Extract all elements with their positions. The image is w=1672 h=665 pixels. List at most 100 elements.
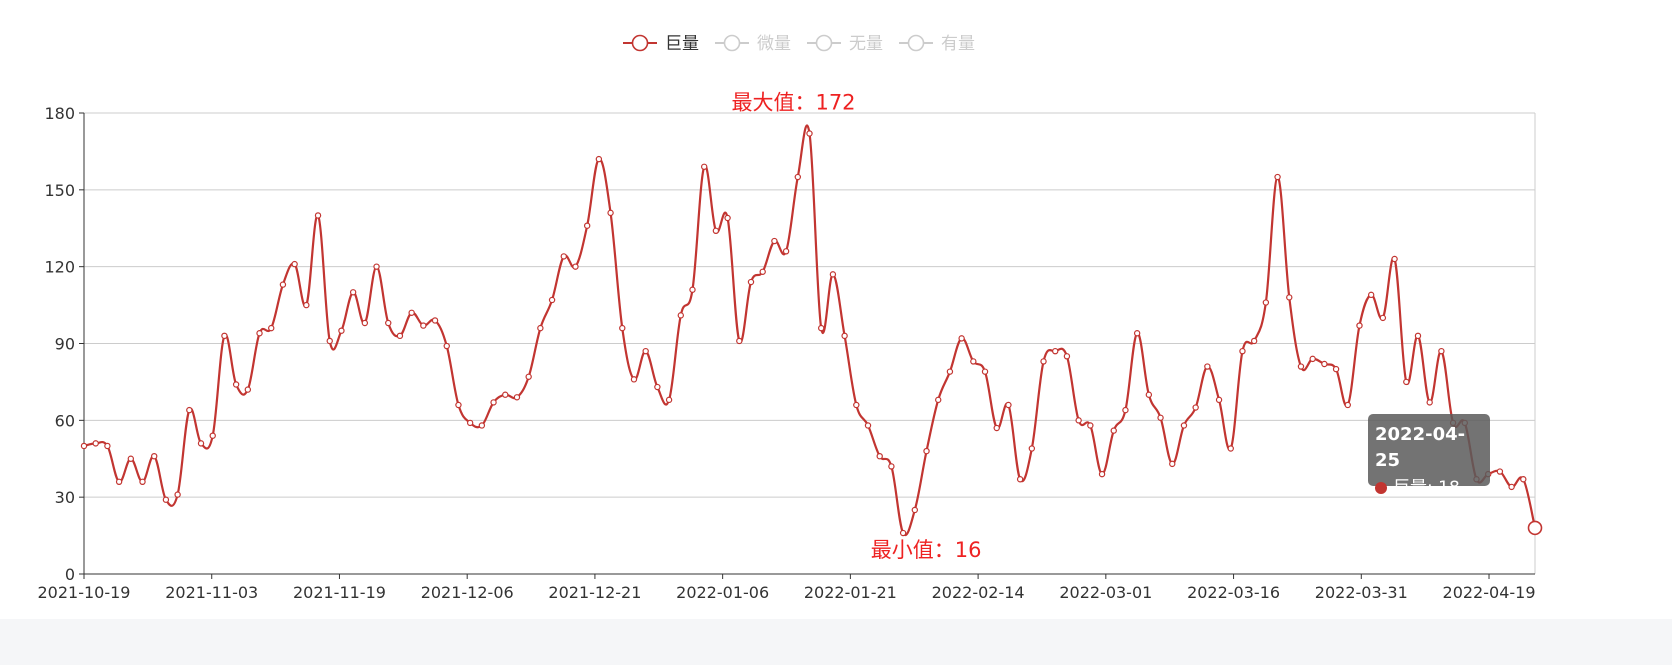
- data-point: [899, 529, 907, 537]
- data-point: [268, 324, 275, 332]
- legend-symbol: [907, 34, 925, 52]
- data-point: [993, 424, 1000, 432]
- data-point: [1192, 404, 1199, 411]
- tooltip-date: 2022-04-25: [1375, 424, 1466, 471]
- data-point: [1286, 294, 1293, 301]
- data-point: [607, 209, 614, 217]
- data-point: [478, 422, 486, 429]
- data-point: [782, 248, 790, 255]
- data-point: [1332, 365, 1340, 373]
- data-point: [548, 296, 556, 304]
- data-point: [221, 332, 228, 340]
- y-tick-label: 150: [44, 181, 75, 200]
- data-point: [970, 358, 977, 365]
- data-point: [408, 309, 415, 316]
- x-tick-label: 2021-12-21: [548, 583, 641, 602]
- x-tick-label: 2022-03-31: [1315, 583, 1408, 602]
- data-point: [981, 368, 989, 375]
- data-point: [853, 401, 860, 409]
- data-point: [736, 337, 743, 345]
- series-line: [80, 124, 1543, 537]
- y-tick-label: 30: [55, 488, 75, 507]
- legend-item-巨量: 巨量: [623, 34, 699, 54]
- data-point: [1391, 255, 1398, 263]
- y-tick-label: 0: [65, 565, 75, 584]
- legend-item-无量: 无量: [807, 34, 883, 54]
- x-tick-label: 2022-01-06: [676, 583, 769, 602]
- data-point: [771, 237, 778, 245]
- data-point: [1321, 360, 1328, 368]
- data-point: [174, 491, 181, 498]
- data-point: [1227, 445, 1234, 452]
- data-point: [829, 271, 837, 278]
- data-point: [923, 447, 930, 455]
- data-point: [1040, 358, 1047, 365]
- data-point: [1403, 378, 1410, 386]
- data-point: [104, 442, 111, 450]
- page-bottom-bar: [0, 619, 1672, 665]
- grid-lines: [84, 112, 1536, 574]
- data-point: [162, 496, 170, 503]
- data-point: [139, 478, 146, 485]
- data-point: [1356, 322, 1363, 329]
- data-point: [572, 263, 579, 270]
- data-point: [1414, 332, 1422, 340]
- line-chart: 0 30 60 90 120 150 180 2021-10-19 2021-11-03 2021…: [38, 34, 1543, 602]
- data-point: [1520, 476, 1527, 483]
- legend: 巨量 微量 无量 有量: [623, 34, 975, 54]
- data-point: [291, 260, 298, 268]
- data-point: [841, 332, 848, 340]
- data-point: [115, 478, 123, 485]
- legend-item-微量: 微量: [715, 34, 791, 54]
- data-point: [1122, 406, 1129, 414]
- data-point: [806, 130, 813, 137]
- data-point: [946, 368, 954, 375]
- data-point: [935, 396, 942, 404]
- data-point: [396, 332, 404, 340]
- data-point: [747, 278, 755, 286]
- data-point: [431, 317, 439, 324]
- data-point: [1508, 483, 1515, 491]
- data-point: [1297, 363, 1305, 370]
- data-point: [1016, 476, 1024, 483]
- data-point: [385, 319, 392, 327]
- data-point: [279, 281, 287, 288]
- data-point: [759, 268, 766, 275]
- data-point: [1133, 330, 1141, 337]
- data-point: [794, 173, 801, 181]
- data-point: [665, 396, 673, 404]
- data-point: [443, 342, 450, 350]
- data-point: [1250, 337, 1258, 345]
- data-point: [338, 327, 345, 334]
- tooltip-series-dot: [1375, 482, 1387, 494]
- data-point: [958, 335, 965, 342]
- data-point: [595, 155, 603, 163]
- legend-symbol: [723, 34, 741, 52]
- data-point: [1157, 414, 1164, 421]
- x-tick-label: 2022-01-21: [804, 583, 897, 602]
- data-point: [700, 163, 708, 170]
- legend-label: 有量: [941, 34, 975, 54]
- legend-item-有量: 有量: [899, 34, 975, 54]
- data-point: [677, 312, 684, 319]
- data-point: [1379, 314, 1387, 322]
- data-point: [1110, 427, 1117, 434]
- data-point: [525, 373, 532, 380]
- data-point: [1215, 396, 1223, 404]
- data-point: [490, 399, 497, 406]
- data-point: [80, 442, 88, 450]
- max-value-label: 最大值：172: [731, 90, 855, 114]
- x-tick-label: 2021-12-06: [421, 583, 514, 602]
- y-tick-label: 90: [55, 335, 75, 354]
- data-point: [1426, 399, 1433, 406]
- data-point: [1262, 299, 1270, 306]
- legend-label: 巨量: [665, 34, 699, 54]
- data-point: [373, 263, 380, 270]
- data-point: [864, 422, 872, 429]
- data-point: [560, 253, 567, 260]
- x-tick-label: 2021-11-19: [293, 583, 386, 602]
- data-point: [1063, 353, 1071, 360]
- series-path: [83, 124, 1537, 536]
- data-point: [209, 432, 216, 439]
- data-point: [1005, 401, 1012, 409]
